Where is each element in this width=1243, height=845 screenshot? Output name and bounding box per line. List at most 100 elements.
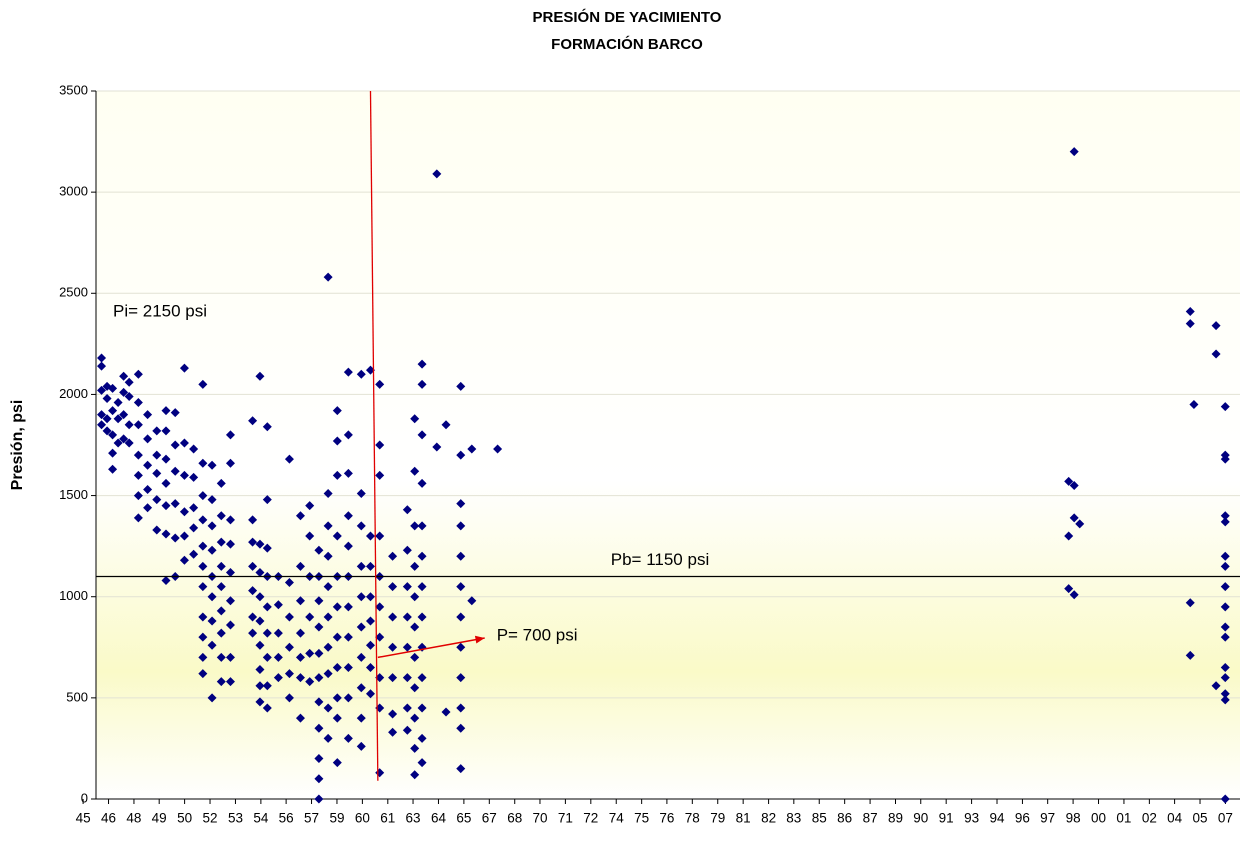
point [284,612,294,622]
point [441,420,451,430]
point [225,458,235,468]
point [262,422,272,432]
point [108,383,118,393]
point [179,531,189,541]
x-tick-label: 60 [355,811,370,826]
point [375,673,385,683]
point [410,770,420,780]
x-tick-label: 63 [406,811,421,826]
point [97,385,107,395]
point [273,600,283,610]
point [295,596,305,606]
point [417,359,427,369]
point [456,673,466,683]
point [323,551,333,561]
point [356,561,366,571]
point [323,642,333,652]
point [1185,650,1195,660]
point [410,743,420,753]
point [323,582,333,592]
point [456,612,466,622]
point [1220,551,1230,561]
point [343,693,353,703]
point [1220,602,1230,612]
point [161,478,171,488]
y-tick-label: 0 [81,790,88,805]
x-tick-label: 76 [659,811,674,826]
point [295,561,305,571]
point [417,379,427,389]
point [305,648,315,658]
annotation: Pi= 2150 psi [113,301,207,320]
point [255,371,265,381]
point [295,628,305,638]
x-tick-label: 86 [837,811,852,826]
point [198,561,208,571]
point [410,466,420,476]
point [441,707,451,717]
point [207,592,217,602]
point [207,521,217,531]
point [402,612,412,622]
point [198,652,208,662]
y-tick-label: 500 [66,689,88,704]
point [1220,663,1230,673]
point [343,733,353,743]
point [1220,517,1230,527]
point [152,495,162,505]
point [207,545,217,555]
point [1069,513,1079,523]
point [314,794,324,804]
point [133,470,143,480]
point [262,652,272,662]
point [1220,511,1230,521]
point [332,663,342,673]
point [323,489,333,499]
point [332,470,342,480]
point [255,697,265,707]
point [179,470,189,480]
x-tick-label: 56 [279,811,294,826]
point [417,703,427,713]
point [332,693,342,703]
x-tick-label: 93 [964,811,979,826]
point [410,414,420,424]
point [248,537,258,547]
point [170,440,180,450]
point [216,478,226,488]
point [198,669,208,679]
x-tick-label: 46 [101,811,116,826]
point [410,622,420,632]
point [410,521,420,531]
vertical-line [369,90,379,781]
x-tick-label: 97 [1040,811,1055,826]
point [198,379,208,389]
point [365,561,375,571]
point [152,525,162,535]
point [189,472,199,482]
point [410,683,420,693]
x-tick-label: 65 [456,811,471,826]
point [189,549,199,559]
point [152,426,162,436]
point [273,652,283,662]
point [284,578,294,588]
point [1064,584,1074,594]
point [1220,632,1230,642]
point [305,531,315,541]
point [456,642,466,652]
point [323,669,333,679]
point [248,416,258,426]
point [365,365,375,375]
point [402,582,412,592]
point [332,436,342,446]
point [456,381,466,391]
x-tick-label: 83 [786,811,801,826]
point [216,606,226,616]
point [198,612,208,622]
point [189,503,199,513]
point [225,515,235,525]
point [161,501,171,511]
plot-area [96,91,1240,799]
point [179,555,189,565]
